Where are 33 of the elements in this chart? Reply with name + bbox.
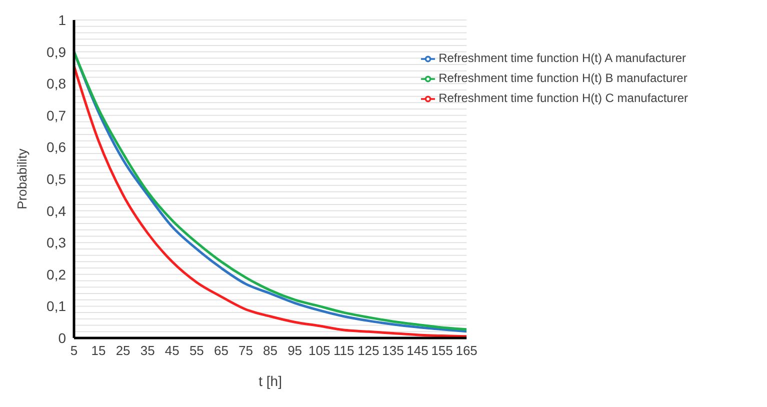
x-tick-label: 165 [456,343,478,358]
x-tick-label: 45 [164,343,180,358]
y-tick-label: 0,1 [46,298,66,314]
x-tick-label: 65 [214,343,228,358]
y-tick-label: 0,4 [46,202,66,219]
x-tick-label: 145 [406,343,428,358]
y-tick-label: 1 [58,12,66,28]
x-axis-title: t [h] [258,373,282,389]
y-tick-label: 0 [58,330,66,346]
x-tick-label: 35 [140,343,155,358]
x-tick-label: 75 [238,343,253,358]
y-tick-label: 0,9 [46,44,66,60]
y-axis-title: Probability [14,148,30,210]
y-tick-label: 0,3 [46,234,66,251]
legend-label: Refreshment time function H(t) B manufacturer [438,71,688,85]
x-tick-label: 155 [431,343,453,358]
x-tick-label: 55 [189,343,204,358]
x-tick-label: 5 [70,343,78,358]
x-tick-label: 115 [334,343,354,358]
legend-label: Refreshment time function H(t) C manufacturer [438,91,688,105]
y-tick-label: 0,6 [46,139,66,156]
x-tick-label: 15 [91,343,106,358]
y-tick-label: 0,7 [46,107,66,124]
x-tick-label: 25 [116,343,130,358]
x-tick-label: 85 [263,343,278,358]
x-tick-label: 95 [288,343,302,358]
y-tick-label: 0,5 [46,170,66,187]
x-tick-label: 135 [382,343,404,358]
legend-label: Refreshment time function H(t) A manufacturer [438,51,686,65]
x-tick-label: 105 [308,343,330,358]
y-tick-label: 0,2 [46,266,66,282]
y-tick-label: 0,8 [46,76,66,92]
x-tick-label: 125 [358,343,380,358]
